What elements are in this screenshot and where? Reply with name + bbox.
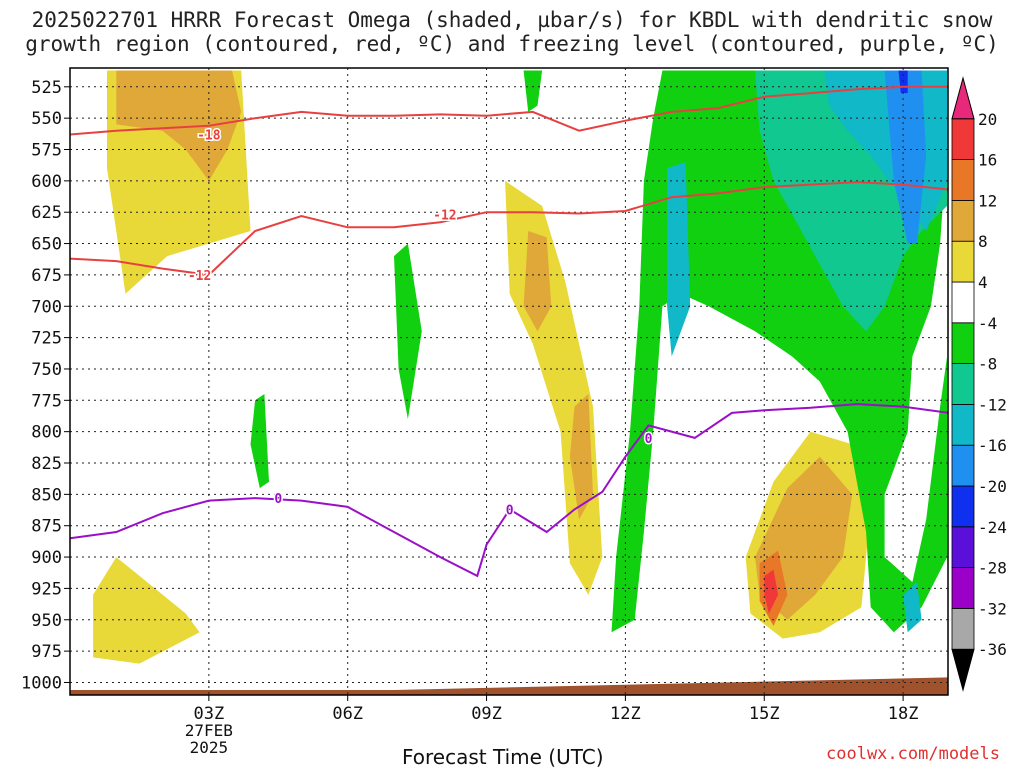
freezing-contour-3 (70, 403, 948, 578)
plot-frame (69, 67, 949, 696)
y-tick-label: 775 (31, 391, 62, 411)
colorbar-band-6 (951, 403, 975, 446)
colorbar-tick-label: -20 (978, 477, 1007, 496)
chart-title-line-2: growth region (contoured, red, ºC) and f… (25, 32, 999, 56)
y-tick-label: 875 (31, 517, 62, 537)
colorbar-band-9 (951, 281, 975, 324)
colorbar-tick-label: -24 (978, 518, 1007, 537)
y-tick-label: 900 (31, 548, 62, 568)
colorbar-band-7 (951, 363, 975, 405)
colorbar-tick-label: 4 (978, 273, 988, 292)
colorbar-band-13 (951, 118, 975, 161)
x-tick-label: 09Z (471, 704, 502, 724)
colorbar-tick-label: -36 (978, 640, 1007, 659)
x-tick-sublabel: 2025 (190, 738, 229, 757)
contour-label-text: 0 (274, 492, 282, 507)
contour-label-text: -18 (197, 128, 221, 143)
contour-label-text: -12 (433, 209, 456, 224)
colorbar-bottom-arrow (951, 648, 975, 692)
colorbar: -36 -32 -28 -24 -20 -16 -12 -8 -4 4 8 12 16 20 (951, 76, 1007, 692)
contour-label-1: -12 (186, 267, 212, 285)
y-tick-label: 700 (31, 297, 62, 317)
omega-region-3 (116, 70, 242, 181)
colorbar-tick-label: 16 (978, 151, 997, 170)
colorbar-tick-label: 12 (978, 191, 997, 210)
y-tick-label: 650 (31, 235, 62, 255)
colorbar-tick-label: 20 (978, 110, 997, 129)
x-tick-label: 12Z (610, 704, 641, 724)
omega-region-19 (250, 394, 269, 489)
y-tick-label: 625 (31, 203, 62, 223)
colorbar-band-2 (951, 567, 975, 609)
omega-region-18 (394, 243, 422, 420)
omega-region-9 (569, 394, 593, 520)
colorbar-tick-label: -4 (978, 314, 997, 333)
contour-label-2: -12 (432, 207, 458, 225)
x-tick-label: 18Z (888, 704, 919, 724)
y-tick-label: 675 (31, 266, 62, 286)
y-tick-label: 925 (31, 579, 62, 599)
omega-region-4 (319, 70, 422, 238)
colorbar-band-3 (951, 526, 975, 568)
colorbar-band-11 (951, 199, 975, 242)
y-tick-label: 750 (31, 360, 62, 380)
x-tick-label: 03Z (193, 704, 224, 724)
y-tick-label: 600 (31, 172, 62, 192)
y-tick-label: 1000 (21, 673, 62, 693)
contour-label-0: -18 (196, 127, 223, 145)
colorbar-band-4 (951, 485, 975, 528)
omega-region-15 (764, 569, 779, 614)
colorbar-tick-label: -8 (978, 355, 997, 374)
dendritic-contour-1 (70, 181, 948, 276)
contour-label-text: 0 (645, 432, 653, 447)
terrain-strip (70, 677, 948, 695)
y-tick-label: 550 (31, 109, 62, 129)
omega-region-17 (523, 70, 543, 112)
colorbar-tick-label: -16 (978, 436, 1007, 455)
y-tick-label: 975 (31, 642, 62, 662)
x-tick-label: 06Z (332, 704, 363, 724)
x-tick-label: 15Z (749, 704, 780, 724)
omega-region-24 (884, 70, 927, 244)
y-tick-label: 725 (31, 329, 62, 349)
y-tick-label: 525 (31, 78, 62, 98)
x-tick-sublabel: 27FEB (185, 721, 233, 740)
credit-link[interactable]: coolwx.com/models (826, 744, 1000, 764)
colorbar-tick-label: 8 (978, 232, 988, 251)
y-tick-label: 850 (31, 485, 62, 505)
y-tick-label: 950 (31, 611, 62, 631)
omega-region-5 (440, 419, 501, 564)
dendritic-contour-0 (70, 85, 948, 136)
colorbar-band-8 (951, 322, 975, 364)
colorbar-tick-label: -12 (978, 395, 1007, 414)
plot-area: -18 -12 -12 0 0 0 (70, 68, 948, 695)
colorbar-band-5 (951, 444, 975, 487)
y-tick-label: 575 (31, 141, 62, 161)
y-tick-label: 800 (31, 423, 62, 443)
contour-label-text: -12 (188, 269, 211, 284)
colorbar-band-1 (951, 608, 975, 650)
omega-region-22 (667, 162, 691, 357)
colorbar-top-arrow (951, 76, 975, 120)
y-tick-label: 825 (31, 454, 62, 474)
colorbar-band-10 (951, 240, 975, 283)
contour-label-4: 0 (504, 502, 515, 520)
colorbar-tick-label: -32 (978, 599, 1007, 618)
contour-label-5: 0 (643, 430, 654, 448)
x-axis-label: Forecast Time (UTC) (402, 745, 604, 769)
contour-label-text: 0 (506, 503, 514, 518)
colorbar-band-12 (951, 159, 975, 201)
omega-region-2 (93, 557, 200, 664)
chart-title-line-1: 2025022701 HRRR Forecast Omega (shaded, … (31, 8, 993, 32)
contour-label-3: 0 (273, 491, 284, 509)
colorbar-tick-label: -28 (978, 559, 1007, 578)
